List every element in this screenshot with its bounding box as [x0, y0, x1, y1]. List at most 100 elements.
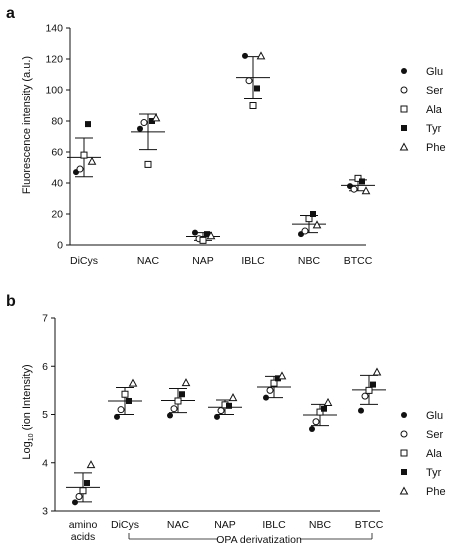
- y-tick-label: 20: [51, 209, 63, 221]
- y-tick-label: 4: [42, 457, 48, 469]
- y-tick-label: 60: [51, 147, 63, 159]
- x-tick-label-dicys: DiCys: [111, 519, 139, 531]
- legend-label-tyr: Tyr: [426, 123, 442, 135]
- legend-marker-ala: [400, 105, 408, 113]
- point-glu-iblc: [242, 52, 248, 59]
- y-tick-label: 5: [42, 409, 48, 421]
- y-tick-label: 80: [51, 116, 63, 128]
- x-tick-label-iblc: IBLC: [241, 255, 265, 267]
- point-phe-amino-acids: [86, 460, 96, 469]
- point-ala-dicys: [121, 390, 129, 398]
- point-tyr-nbc: [321, 405, 327, 412]
- x-tick-label-nbc: NBC: [298, 255, 321, 267]
- legend-label-ser: Ser: [426, 85, 443, 97]
- point-ser-dicys: [76, 165, 84, 173]
- point-ala-iblc: [249, 102, 257, 109]
- point-ala-iblc: [270, 379, 278, 387]
- point-ala-nac: [174, 397, 182, 405]
- x-tick-label-dicys: DiCys: [70, 255, 98, 267]
- point-glu-iblc: [263, 394, 269, 401]
- point-tyr-nac: [179, 391, 185, 398]
- point-ser-nac: [170, 405, 178, 413]
- legend-marker-tyr: [401, 469, 407, 475]
- point-ser-iblc: [245, 77, 253, 85]
- panel-label-a: a: [6, 5, 15, 22]
- point-tyr-amino-acids: [84, 480, 90, 487]
- y-tick-label: 3: [42, 506, 48, 518]
- point-ala-nac: [144, 160, 152, 168]
- chart-panel-a: a Fluorescence intensity (a.u.) 0 20 40 60 8…: [6, 5, 446, 267]
- point-glu-nac: [137, 125, 143, 132]
- y-tick-label: 40: [51, 178, 63, 190]
- x-tick-label-nac: NAC: [167, 519, 190, 531]
- point-ser-nap: [217, 407, 225, 415]
- point-ala-amino-acids: [79, 487, 87, 495]
- y-tick-label: 100: [45, 85, 63, 97]
- x-tick-label-nap: NAP: [192, 255, 214, 267]
- point-phe-iblc: [277, 371, 287, 380]
- legend-marker-ser: [400, 86, 408, 94]
- y-tick-label: 0: [57, 240, 63, 252]
- x-tick-label-btcc: BTCC: [344, 255, 373, 267]
- x-tick-label-btcc: BTCC: [355, 519, 384, 531]
- point-ser-btcc: [350, 185, 358, 193]
- point-ser-iblc: [266, 386, 274, 394]
- x-tick-label-nac: NAC: [137, 255, 160, 267]
- point-ala-dicys: [80, 151, 88, 159]
- point-phe-nap: [206, 231, 216, 240]
- point-phe-nbc: [323, 397, 333, 406]
- point-ser-amino-acids: [75, 493, 83, 501]
- y-ticks-a: 0 20 40 60 80 100 120 140: [45, 23, 70, 252]
- x-tick-label-line: amino: [69, 519, 98, 531]
- legend-label-phe: Phe: [426, 486, 446, 498]
- point-phe-iblc: [256, 51, 266, 60]
- panel-label-b: b: [6, 293, 16, 310]
- y-ticks-b: 3 4 5 6 7: [42, 313, 55, 518]
- legend-b: Glu Ser Ala Tyr Phe: [399, 410, 446, 498]
- legend-marker-glu: [401, 412, 407, 418]
- legend-label-ser: Ser: [426, 429, 443, 441]
- point-ser-nbc: [301, 227, 309, 235]
- legend-label-tyr: Tyr: [426, 467, 442, 479]
- point-phe-nac: [181, 378, 191, 387]
- point-glu-nbc: [309, 425, 315, 432]
- y-tick-label: 140: [45, 23, 63, 35]
- y-axis-label-a: Fluorescence intensity (a.u.): [21, 56, 33, 194]
- point-tyr-btcc: [370, 381, 376, 388]
- y-axis-label-sub: 10: [28, 433, 35, 441]
- point-glu-nac: [167, 412, 173, 419]
- point-phe-nap: [228, 393, 238, 402]
- point-glu-btcc: [358, 407, 364, 414]
- legend-label-phe: Phe: [426, 142, 446, 154]
- point-glu-dicys: [114, 413, 120, 420]
- legend-label-ala: Ala: [426, 448, 443, 460]
- legend-marker-ala: [400, 449, 408, 457]
- x-category-labels-a: DiCys NAC NAP IBLC NBC BTCC: [70, 255, 373, 267]
- legend-label-ala: Ala: [426, 104, 443, 116]
- x-tick-label-iblc: IBLC: [262, 519, 286, 531]
- point-ser-dicys: [117, 406, 125, 414]
- y-tick-label: 6: [42, 361, 48, 373]
- point-tyr-iblc: [254, 85, 260, 92]
- x-tick-label-line: acids: [71, 531, 96, 543]
- point-ser-nbc: [312, 418, 320, 426]
- point-tyr-iblc: [275, 375, 281, 382]
- y-axis-label-b: Log10 (ion Intensity): [21, 364, 35, 459]
- error-bars-a: [67, 56, 375, 241]
- legend-marker-tyr: [401, 125, 407, 131]
- point-glu-nap: [192, 229, 198, 236]
- point-glu-nap: [214, 413, 220, 420]
- point-phe-nbc: [312, 220, 322, 229]
- x-tick-label-nbc: NBC: [309, 519, 332, 531]
- point-ala-nbc: [316, 408, 324, 416]
- point-ala-nbc: [305, 215, 313, 223]
- legend-label-glu: Glu: [426, 66, 443, 78]
- x-tick-label-nap: NAP: [214, 519, 236, 531]
- legend-marker-phe: [399, 142, 409, 151]
- point-phe-dicys: [128, 378, 138, 387]
- legend-marker-phe: [399, 486, 409, 495]
- point-tyr-nap: [226, 402, 232, 409]
- point-ala-btcc: [365, 386, 373, 394]
- point-phe-btcc: [372, 367, 382, 376]
- point-ala-nap: [199, 236, 207, 244]
